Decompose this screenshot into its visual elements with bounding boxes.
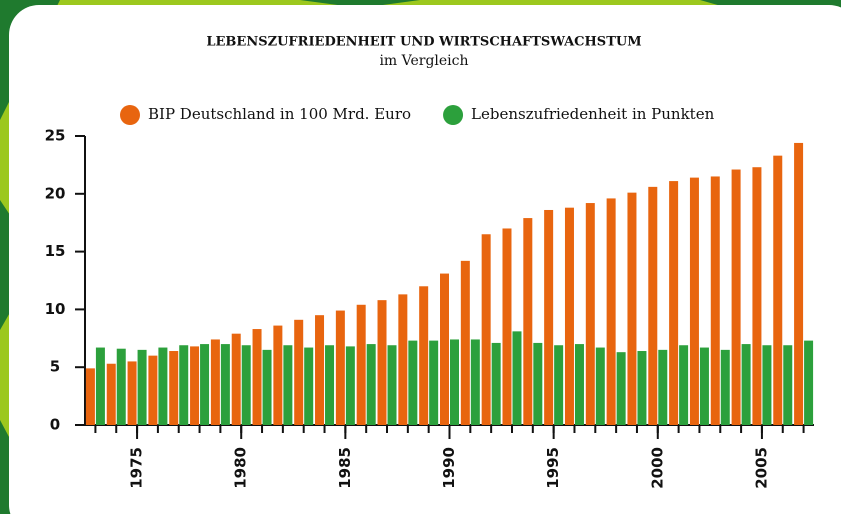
bar — [762, 345, 772, 425]
bar — [710, 176, 720, 425]
y-tick-label: 15 — [45, 242, 66, 260]
bar — [773, 155, 783, 426]
bar — [345, 346, 355, 425]
legend-swatch — [443, 105, 464, 125]
bar — [85, 368, 95, 425]
x-tick-label: 1975 — [128, 447, 146, 489]
y-tick-label: 5 — [50, 358, 60, 376]
x-tick-label: 1995 — [544, 447, 562, 489]
bar — [419, 286, 429, 425]
bar — [190, 346, 200, 425]
x-tick-label: 1990 — [440, 447, 458, 489]
bar — [720, 349, 730, 425]
bar — [585, 203, 595, 425]
x-tick-label: 1980 — [232, 447, 250, 489]
bar — [273, 325, 283, 425]
bar — [481, 234, 491, 425]
bar — [283, 345, 293, 425]
bar — [106, 363, 116, 425]
bar — [564, 207, 574, 425]
bar — [241, 345, 251, 425]
bar — [699, 347, 709, 425]
bar — [231, 333, 241, 425]
x-tick-label: 2005 — [752, 447, 770, 489]
x-tick-label: 2000 — [648, 447, 666, 489]
legend-label: BIP Deutschland in 100 Mrd. Euro — [148, 105, 411, 123]
bar — [637, 351, 647, 425]
bar — [783, 345, 793, 425]
bar — [741, 344, 751, 425]
bar — [377, 300, 387, 425]
bar — [491, 342, 501, 425]
bar — [127, 361, 137, 425]
bar — [794, 142, 804, 425]
bar — [731, 169, 741, 425]
bar — [752, 167, 762, 425]
bar — [595, 347, 605, 425]
legend-label: Lebenszufriedenheit in Punkten — [471, 105, 715, 123]
bar — [679, 345, 689, 425]
bar — [804, 340, 814, 425]
bar — [210, 339, 220, 425]
bar — [450, 339, 459, 425]
bar — [325, 345, 335, 425]
bar — [315, 315, 325, 425]
bar — [200, 344, 210, 425]
bar — [658, 349, 668, 425]
bar — [408, 340, 418, 425]
bar — [689, 177, 699, 425]
bar — [574, 344, 584, 425]
chart-subtitle: im Vergleich — [379, 53, 468, 69]
bar — [169, 351, 179, 425]
bar — [366, 344, 376, 425]
bar — [648, 186, 658, 425]
bar — [470, 339, 480, 425]
bar — [335, 310, 345, 425]
bar — [460, 260, 470, 425]
bar — [158, 347, 168, 425]
bar — [262, 349, 272, 425]
bar — [606, 198, 616, 425]
bar — [440, 273, 449, 425]
bar — [523, 218, 533, 425]
bar — [502, 228, 512, 425]
y-tick-label: 20 — [45, 184, 66, 202]
bar — [294, 319, 304, 425]
legend: BIP Deutschland in 100 Mrd. Euro Lebenszu… — [120, 105, 715, 125]
bar — [512, 331, 522, 425]
legend-swatch — [120, 105, 140, 125]
bar — [304, 347, 314, 425]
bar — [616, 352, 626, 425]
bar — [95, 347, 105, 425]
bar — [179, 345, 189, 425]
bar — [220, 344, 230, 425]
bar — [148, 355, 158, 425]
x-tick-label: 1985 — [336, 447, 354, 489]
bar — [533, 342, 543, 425]
chart-title: LEBENSZUFRIEDENHEIT UND WIRTSCHAFTSWACHS… — [206, 35, 641, 50]
bar — [554, 345, 564, 425]
bar — [669, 181, 679, 425]
bar — [398, 294, 408, 425]
bar — [356, 304, 366, 425]
y-tick-label: 25 — [45, 127, 66, 145]
bar — [387, 345, 397, 425]
bar — [429, 340, 439, 425]
bar — [544, 209, 554, 425]
bar — [627, 192, 637, 425]
bar — [116, 348, 126, 425]
bar — [252, 329, 262, 425]
bar — [137, 349, 147, 425]
y-tick-label: 10 — [45, 300, 66, 318]
y-tick-label: 0 — [50, 416, 60, 434]
